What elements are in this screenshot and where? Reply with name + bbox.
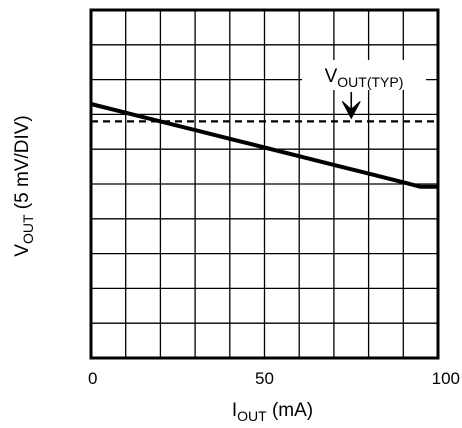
plot-frame <box>89 8 440 360</box>
annotation: VOUT(TYP) <box>302 60 426 120</box>
y-axis-label-main: V <box>12 244 33 257</box>
x-axis-label-main: I <box>232 400 237 421</box>
series-group <box>90 102 438 189</box>
x-axis-label: IOUT (mA) <box>232 400 313 424</box>
y-axis-label: VOUT (5 mV/DIV) <box>12 115 36 256</box>
series-line-vout <box>90 102 438 189</box>
annotation-arrow-head <box>341 100 361 120</box>
annotation-label-main: V <box>325 66 338 87</box>
x-axis-label-unit: (mA) <box>267 400 313 421</box>
annotation-background <box>302 60 426 90</box>
y-axis-label-sub: OUT <box>20 214 36 244</box>
x-tick-labels: 0 50 100 <box>88 369 460 388</box>
annotation-label: VOUT(TYP) <box>325 66 404 90</box>
x-tick-label: 0 <box>88 369 97 388</box>
annotation-label-sub: OUT(TYP) <box>337 74 403 90</box>
x-tick-label: 100 <box>432 369 460 388</box>
x-tick-label: 50 <box>255 369 274 388</box>
x-axis-label-sub: OUT <box>237 408 267 424</box>
y-axis-label-unit: (5 mV/DIV) <box>12 115 33 214</box>
